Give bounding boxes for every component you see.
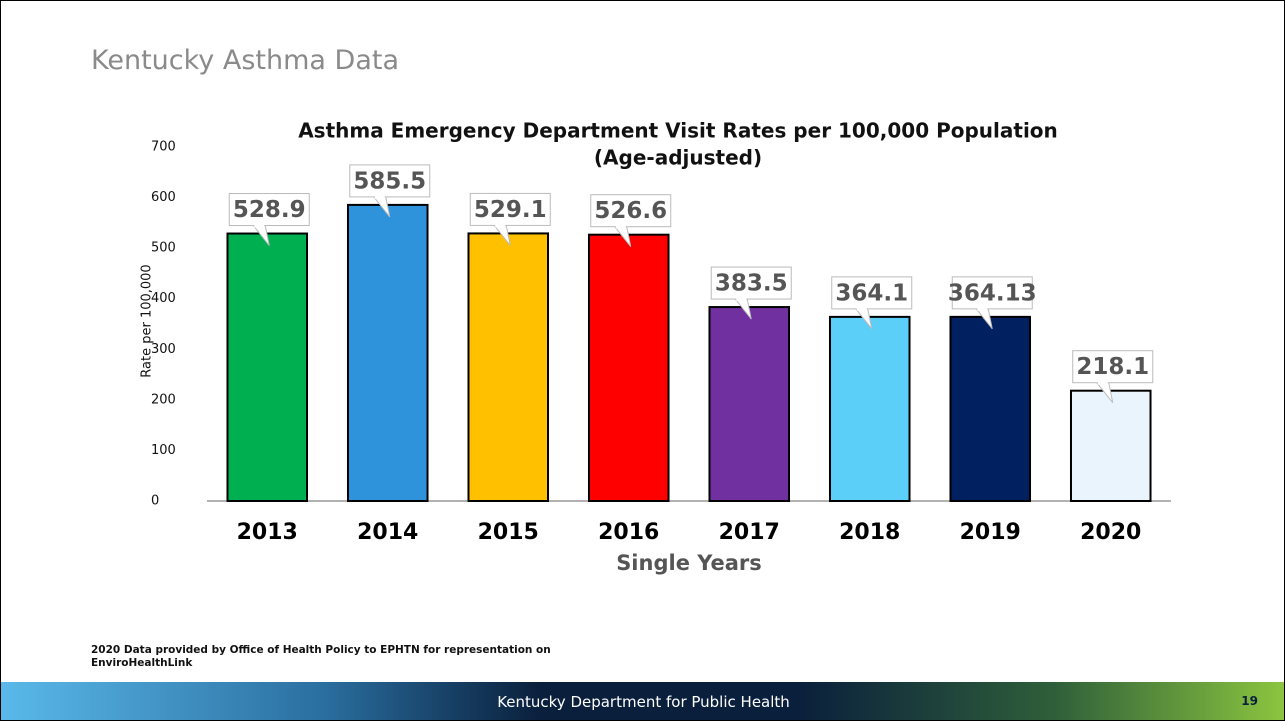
y-tick-label: 300: [151, 342, 176, 357]
data-label: 364.13: [948, 280, 1037, 306]
x-tick-label: 2020: [1080, 520, 1141, 545]
bar: [587, 233, 670, 502]
bar: [708, 306, 791, 502]
callout-join: [495, 224, 506, 228]
x-tick-label: 2018: [839, 520, 900, 545]
callout-join: [615, 225, 626, 229]
callout-box: [469, 192, 551, 226]
y-tick-label: 200: [151, 392, 176, 407]
callout-join: [1097, 381, 1108, 385]
x-tick-label: 2019: [960, 520, 1021, 545]
data-label: 364.1: [835, 280, 908, 306]
y-tick-label: 500: [151, 241, 176, 256]
callout-join: [977, 307, 988, 311]
bar: [226, 232, 309, 502]
x-tick-label: 2014: [357, 520, 418, 545]
bar: [346, 203, 429, 502]
chart-title: Asthma Emergency Department Visit Rates …: [298, 119, 1058, 143]
callout-box: [349, 164, 431, 198]
footer: Kentucky Department for Public Health 19: [1, 682, 1284, 720]
x-tick-label: 2016: [598, 520, 659, 545]
callout-join: [736, 298, 747, 302]
callout-join: [374, 195, 385, 199]
x-tick-label: 2013: [237, 520, 298, 545]
slide-title: Kentucky Asthma Data: [91, 45, 399, 76]
bar: [949, 315, 1032, 502]
callout-box: [710, 266, 792, 300]
x-tick-label: 2015: [478, 520, 539, 545]
bar: [467, 232, 550, 502]
x-tick-label: 2017: [719, 520, 780, 545]
y-tick-label: 0: [151, 494, 159, 509]
callout-box: [951, 276, 1033, 310]
y-tick-label: 700: [151, 140, 176, 155]
y-tick-label: 400: [151, 291, 176, 306]
data-label: 585.5: [353, 168, 426, 194]
callout-box: [228, 193, 310, 227]
data-label: 526.6: [594, 198, 667, 224]
bar: [1069, 389, 1152, 502]
callout-box: [831, 276, 913, 310]
callout-join: [254, 224, 265, 228]
y-tick-label: 100: [151, 443, 176, 458]
y-tick-label: 600: [151, 190, 176, 205]
data-label: 383.5: [715, 271, 788, 297]
data-label: 218.1: [1076, 354, 1149, 380]
y-axis-label: Rate per 100,000: [140, 264, 155, 377]
data-label: 528.9: [233, 197, 306, 223]
callout-join: [856, 307, 867, 311]
data-label: 529.1: [474, 197, 547, 223]
callout-box: [1072, 350, 1154, 384]
chart: Asthma Emergency Department Visit Rates …: [140, 119, 1171, 575]
callout-box: [590, 194, 672, 228]
chart-subtitle: (Age-adjusted): [594, 146, 762, 170]
x-axis-label: Single Years: [616, 551, 762, 575]
bar: [828, 315, 911, 502]
footnote: 2020 Data provided by Office of Health P…: [91, 644, 551, 669]
footer-text: Kentucky Department for Public Health: [497, 693, 790, 711]
page-number: 19: [1241, 694, 1258, 708]
